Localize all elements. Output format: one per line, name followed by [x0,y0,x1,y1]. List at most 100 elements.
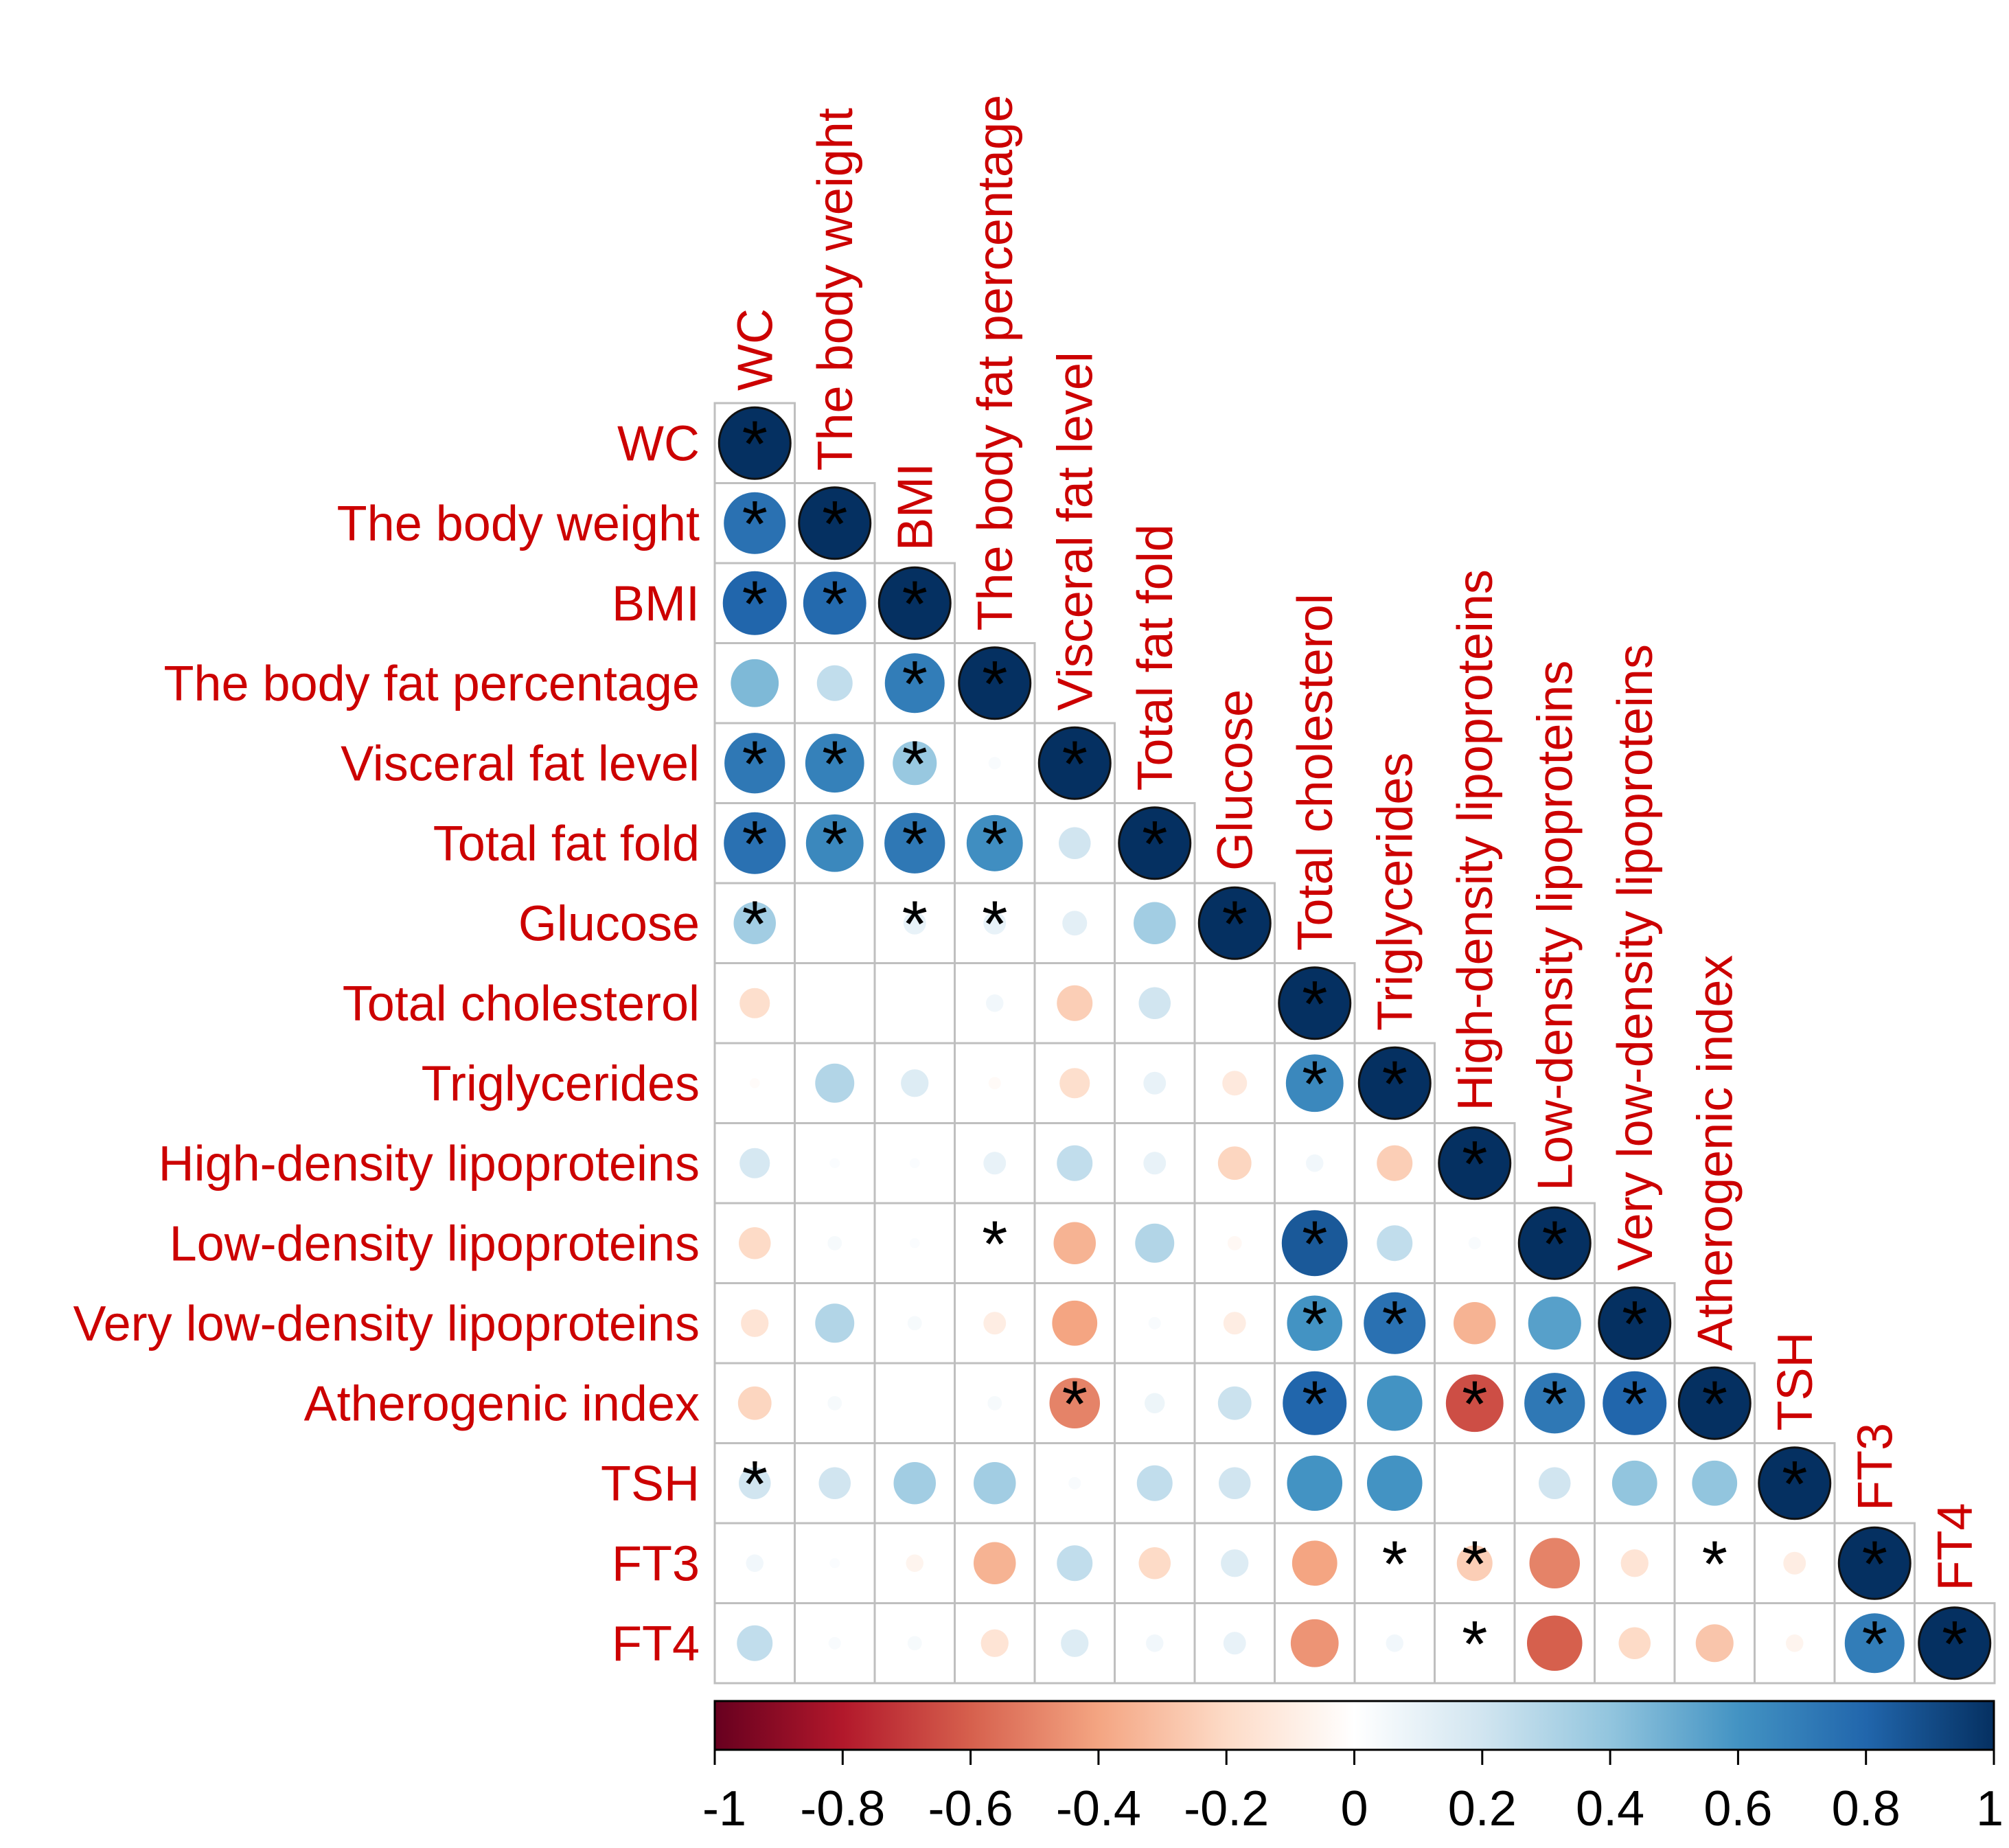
correlation-circle [1524,1373,1585,1434]
correlation-circle [1062,911,1088,936]
significance-star: * [1462,1367,1487,1441]
correlation-circle [1227,1235,1242,1251]
cell-10-7: * [1274,1202,1356,1284]
significance-star: * [822,727,847,801]
cell-border [794,962,876,1045]
cell-13-1 [794,1442,876,1525]
correlation-circle [1445,1374,1504,1433]
cell-11-9 [1434,1282,1516,1365]
correlation-circle [1057,1145,1093,1181]
colorbar-tick-label: 0.2 [1448,1781,1517,1836]
row-label: Glucose [518,896,700,951]
cell-8-5 [1114,1042,1196,1124]
correlation-circle [1218,1467,1251,1500]
correlation-circle [724,492,786,554]
cell-3-1 [794,642,876,725]
cell-14-2 [873,1522,956,1604]
significance-star: * [742,727,768,801]
correlation-circle [722,571,787,635]
correlation-circle [983,1152,1007,1175]
cell-9-1 [794,1122,876,1205]
cell-12-11: * [1594,1362,1676,1444]
correlation-circle [1538,1467,1571,1500]
significance-star: * [1542,1207,1568,1281]
significance-star: * [902,887,928,961]
correlation-circle [816,665,853,701]
significance-star: * [902,808,928,881]
cell-1-1: * [794,482,876,564]
row-label: Low-density lipoproteins [170,1216,700,1271]
cell-border [1434,1442,1516,1525]
significance-star: * [1222,887,1248,961]
correlation-circle [1197,886,1272,960]
significance-star: * [1782,1448,1807,1521]
significance-star: * [1302,1207,1327,1281]
correlation-circle [1292,1540,1338,1586]
cell-15-15: * [1914,1602,1996,1685]
correlation-circle [1290,1619,1339,1667]
correlation-circle [828,1636,841,1650]
correlation-circle [1844,1613,1905,1674]
correlation-circle [988,1077,1001,1090]
significance-star: * [1622,1288,1647,1361]
row-label: Total cholesterol [343,977,700,1031]
cell-4-1: * [794,722,876,804]
column-label: FT3 [1848,1423,1903,1511]
correlation-circle [749,1077,760,1088]
cell-12-2 [873,1362,956,1444]
cell-8-0 [713,1042,796,1124]
cell-7-3 [954,962,1036,1045]
cell-10-6 [1193,1202,1276,1284]
correlation-circle [737,1386,772,1420]
cell-14-13 [1754,1522,1836,1604]
cell-6-5 [1114,882,1196,964]
correlation-circle [1287,1295,1343,1351]
cell-4-0: * [713,722,796,804]
correlation-circle [1148,1316,1161,1330]
cell-7-1 [794,962,876,1045]
correlation-circle [1222,1071,1248,1096]
cell-2-0: * [713,562,796,644]
significance-star: * [1622,1367,1647,1441]
correlation-circle [1133,902,1176,945]
column-label: Atherogenic index [1688,955,1743,1351]
correlation-circle [718,406,792,480]
correlation-circle [1145,1393,1165,1413]
correlation-circle [827,1395,842,1411]
cell-13-7 [1274,1442,1356,1525]
significance-star: * [1302,1288,1327,1361]
cell-15-13 [1754,1602,1836,1685]
cell-5-2: * [873,802,956,885]
correlation-circle [987,1395,1002,1411]
cell-15-1 [794,1602,876,1685]
column-label: Very low-density lipoproteins [1608,644,1663,1270]
colorbar-tick-label: 0.6 [1703,1781,1772,1836]
correlation-circle [906,1554,923,1572]
cell-10-2 [873,1202,956,1284]
row-label: The body fat percentage [163,657,700,711]
cell-14-12: * [1673,1522,1756,1604]
significance-star: * [1142,808,1167,881]
significance-star: * [982,1207,1007,1281]
correlation-circle [803,571,866,635]
cell-6-0: * [713,882,796,964]
significance-star: * [902,727,928,801]
significance-star: * [1302,1047,1327,1121]
correlation-circle [1783,1551,1806,1575]
cell-3-0 [713,642,796,725]
colorbar-tick-label: -0.4 [1056,1781,1141,1836]
cell-13-9 [1434,1442,1516,1525]
cell-8-4 [1033,1042,1116,1124]
correlation-circle [1453,1301,1496,1345]
cell-9-2 [873,1122,956,1205]
significance-star: * [1382,1527,1408,1601]
correlation-circle [798,486,872,560]
cell-11-1 [794,1282,876,1365]
significance-star: * [1862,1608,1887,1681]
correlation-circle [1287,1455,1343,1512]
correlation-circle [1052,1300,1098,1346]
cell-15-5 [1114,1602,1196,1685]
correlation-circle [741,1309,769,1337]
significance-star: * [1382,1047,1408,1121]
significance-star: * [1702,1527,1727,1601]
